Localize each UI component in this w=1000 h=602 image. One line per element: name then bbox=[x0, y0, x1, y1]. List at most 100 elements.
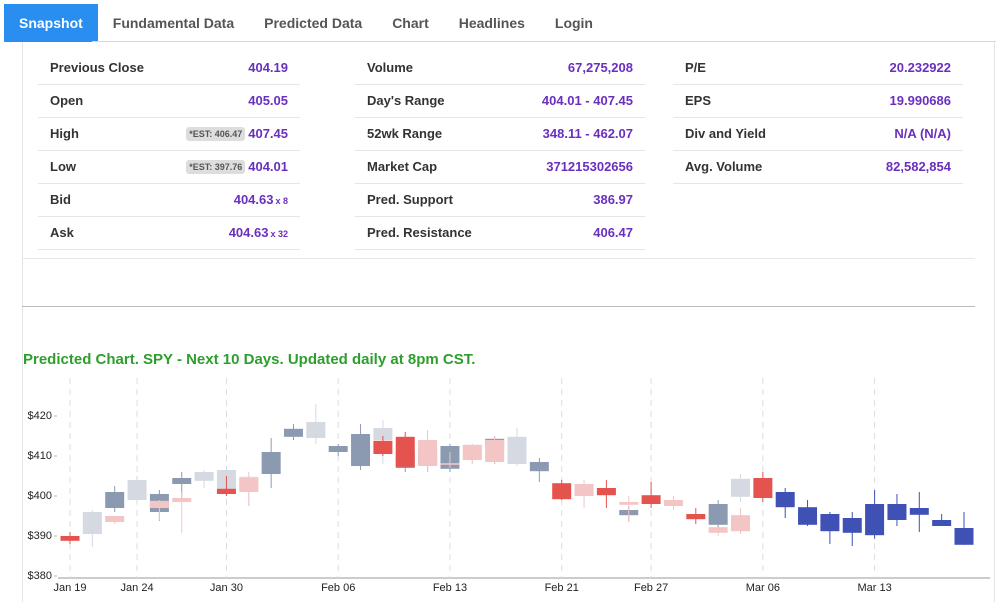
x-tick-label: Jan 30 bbox=[210, 582, 243, 594]
stats-row: Pred. Support 386.97 bbox=[355, 184, 645, 217]
stat-label: Pred. Support bbox=[367, 192, 453, 207]
stat-value-group: 67,275,208 bbox=[568, 60, 633, 75]
stat-value: 407.45 bbox=[248, 126, 288, 141]
candle-body bbox=[708, 504, 728, 525]
stat-value-group: 386.97 bbox=[593, 192, 633, 207]
stat-label: 52wk Range bbox=[367, 126, 443, 141]
stats-row: Open 405.05 bbox=[38, 85, 300, 118]
stat-value-group: *EST: 406.47 407.45 bbox=[186, 126, 288, 141]
stat-label: High bbox=[50, 126, 79, 141]
stats-column: P/E 20.232922 EPS 19.990686 Div and Yield N/A… bbox=[673, 52, 963, 184]
candle-body bbox=[686, 514, 706, 520]
stat-value: 404.63 bbox=[228, 225, 269, 240]
stat-value: 67,275,208 bbox=[567, 60, 633, 75]
stats-column: Volume 67,275,208 Day's Range 404.01 - 407.… bbox=[355, 52, 645, 250]
stat-value-group: 404.01 - 407.45 bbox=[542, 93, 633, 108]
candle-body bbox=[60, 536, 80, 541]
candle-body bbox=[798, 507, 818, 525]
stat-label: Bid bbox=[50, 192, 71, 207]
divider bbox=[22, 258, 975, 259]
x-tick-label: Jan 19 bbox=[53, 582, 86, 594]
estimate-badge: *EST: 397.76 bbox=[186, 160, 246, 174]
stat-value-group: 404.63 x 32 bbox=[229, 225, 288, 240]
tab-bar: Snapshot Fundamental Data Predicted Data Ch… bbox=[4, 4, 608, 42]
stat-value: 404.01 - 407.45 bbox=[541, 93, 633, 108]
candle-body bbox=[552, 483, 572, 500]
tab[interactable]: Login bbox=[554, 15, 593, 31]
candle-body bbox=[619, 502, 639, 505]
stat-value: N/A (N/A) bbox=[894, 126, 951, 141]
stat-label: Open bbox=[50, 93, 84, 108]
stat-label: Previous Close bbox=[50, 60, 144, 75]
stats-row: High *EST: 406.47 407.45 bbox=[38, 118, 300, 151]
candle-body bbox=[865, 504, 885, 536]
stat-value: 386.97 bbox=[593, 192, 633, 207]
stats-row: Low *EST: 397.76 404.01 bbox=[38, 151, 300, 184]
stat-value: 371215302656 bbox=[546, 159, 633, 174]
candle-body bbox=[485, 440, 505, 462]
x-tick-label: Feb 21 bbox=[545, 582, 579, 594]
candle-body bbox=[373, 440, 393, 454]
candle-body bbox=[284, 428, 303, 437]
tab[interactable]: Fundamental Data bbox=[112, 15, 235, 31]
stat-value: 404.19 bbox=[248, 60, 288, 75]
divider bbox=[22, 306, 975, 307]
stats-row: Previous Close 404.19 bbox=[38, 52, 300, 85]
stats-row: Avg. Volume 82,582,854 bbox=[673, 151, 963, 184]
stat-value: 404.63 bbox=[233, 192, 274, 207]
stats-row: Bid 404.63 x 8 bbox=[38, 184, 300, 217]
estimate-badge: *EST: 406.47 bbox=[186, 127, 246, 141]
candle-body bbox=[194, 472, 214, 481]
stats-row: Div and Yield N/A (N/A) bbox=[673, 118, 963, 151]
y-tick-label: $400 bbox=[28, 490, 52, 502]
stat-value-group: N/A (N/A) bbox=[894, 126, 951, 141]
candle-body bbox=[216, 488, 236, 494]
candle-body bbox=[261, 452, 281, 474]
chart: $380 $390 $400 $410 $420 Jan 19 Jan 24 Jan 30 Fe… bbox=[28, 378, 990, 594]
stat-value: 82,582,854 bbox=[885, 159, 951, 174]
candle-body bbox=[418, 440, 438, 466]
candle-body bbox=[820, 514, 840, 532]
tab[interactable]: Chart bbox=[392, 15, 429, 31]
candle-body bbox=[507, 436, 527, 464]
y-tick-label: $420 bbox=[28, 410, 52, 422]
stat-value-group: 404.19 bbox=[248, 60, 288, 75]
snapshot-panel bbox=[22, 42, 995, 602]
size-suffix: x 32 bbox=[270, 229, 288, 239]
stat-value: 405.05 bbox=[248, 93, 288, 108]
chart-title: Predicted Chart. SPY - Next 10 Days. Upd… bbox=[23, 351, 476, 368]
stats-row: Market Cap 371215302656 bbox=[355, 151, 645, 184]
stat-value-group: 404.63 x 8 bbox=[234, 192, 288, 207]
stat-value-group: 20.232922 bbox=[890, 60, 951, 75]
tab[interactable]: Snapshot bbox=[4, 4, 98, 42]
y-tick-label: $380 bbox=[28, 570, 52, 582]
tab[interactable]: Headlines bbox=[458, 15, 525, 31]
tab-underline bbox=[92, 41, 996, 42]
stats-row: Pred. Resistance 406.47 bbox=[355, 217, 645, 250]
candle-body bbox=[731, 515, 750, 532]
candle-body bbox=[395, 436, 415, 467]
stat-value: 19.990686 bbox=[889, 93, 951, 108]
candle-body bbox=[351, 434, 371, 466]
stat-value: 20.232922 bbox=[889, 60, 951, 75]
stats-row: Day's Range 404.01 - 407.45 bbox=[355, 85, 645, 118]
candle-body bbox=[239, 478, 259, 492]
candle-body bbox=[954, 528, 974, 545]
stat-value-group: 371215302656 bbox=[546, 159, 633, 174]
x-tick-label: Feb 27 bbox=[634, 582, 668, 594]
stats-row: 52wk Range 348.11 - 462.07 bbox=[355, 118, 645, 151]
stat-value-group: 406.47 bbox=[593, 225, 633, 240]
candle-body bbox=[887, 504, 907, 520]
stat-value: 406.47 bbox=[593, 225, 633, 240]
stat-value-group: 19.990686 bbox=[890, 93, 951, 108]
stats-row: Volume 67,275,208 bbox=[355, 52, 645, 85]
x-tick-label: Feb 06 bbox=[321, 582, 355, 594]
stat-label: Pred. Resistance bbox=[367, 225, 472, 240]
tab[interactable]: Predicted Data bbox=[264, 15, 363, 31]
candle-body bbox=[105, 492, 125, 508]
stat-value: 348.11 - 462.07 bbox=[542, 126, 633, 141]
stat-value-group: 348.11 - 462.07 bbox=[543, 126, 633, 141]
y-tick-label: $390 bbox=[28, 530, 52, 542]
x-tick-label: Mar 13 bbox=[857, 582, 891, 594]
stat-label: Market Cap bbox=[367, 159, 438, 174]
